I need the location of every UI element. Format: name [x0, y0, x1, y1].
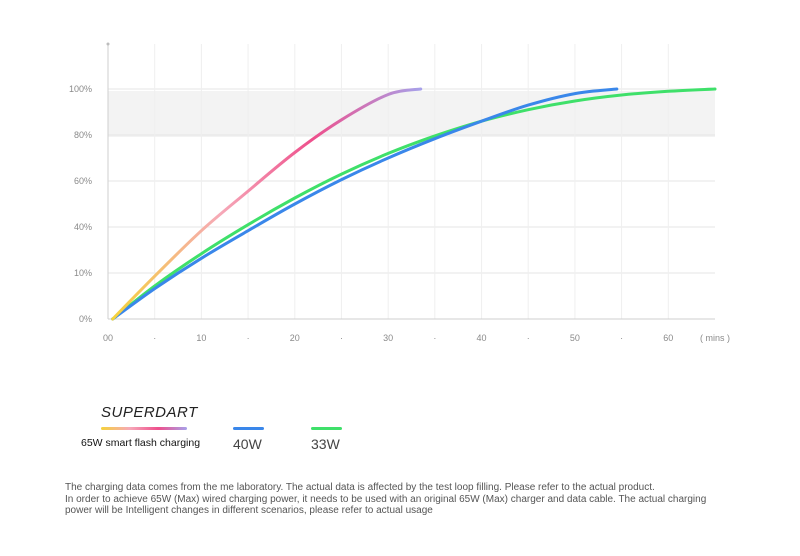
x-tick-label: ( mins )	[700, 333, 730, 343]
x-tick-label: 50	[570, 333, 580, 343]
y-tick-label: 100%	[69, 84, 92, 94]
x-tick-label: ·	[153, 333, 156, 343]
footnote-line-1: The charging data comes from the me labo…	[65, 482, 655, 493]
y-tick-label: 0%	[79, 314, 92, 324]
legend-label-65w: 65W smart flash charging	[81, 437, 201, 449]
legend-label-33w: 33W	[311, 436, 340, 452]
y-tick-label: 40%	[74, 222, 92, 232]
x-tick-label: 40	[477, 333, 487, 343]
legend-swatch-40w	[233, 427, 264, 430]
footnote: The charging data comes from the me labo…	[65, 482, 735, 517]
superdart-logo-text: SUPERDART	[101, 404, 198, 421]
x-tick-label: ·	[620, 333, 623, 343]
grid-lines	[108, 44, 715, 319]
y-tick-label: 80%	[74, 130, 92, 140]
series-line-65w	[111, 87, 423, 321]
x-tick-label: ·	[433, 333, 436, 343]
y-tick-label: 60%	[74, 176, 92, 186]
legend-label-40w: 40W	[233, 436, 262, 452]
x-tick-label: 00	[103, 333, 113, 343]
x-tick-label: ·	[247, 333, 250, 343]
y-axis-arrow-dot	[106, 42, 110, 46]
series-lines	[111, 87, 717, 321]
y-tick-label: 10%	[74, 268, 92, 278]
series-line-33w	[111, 87, 717, 321]
superdart-logo: SUPERDART	[101, 404, 198, 421]
x-tick-label: 60	[663, 333, 673, 343]
x-tick-label: 20	[290, 333, 300, 343]
legend-swatch-65w	[101, 427, 187, 430]
x-tick-label: ·	[340, 333, 343, 343]
x-tick-label: 30	[383, 333, 393, 343]
y-tick-labels: 0% 10% 40% 60% 80% 100%	[69, 84, 92, 324]
legend-swatch-33w	[311, 427, 342, 430]
footnote-line-2: In order to achieve 65W (Max) wired char…	[65, 493, 707, 517]
x-tick-label: 10	[196, 333, 206, 343]
charging-chart: 0% 10% 40% 60% 80% 100% 00 · 10 · 20 · 30 · 40 · 50 · 60 (…	[69, 42, 730, 343]
x-tick-label: ·	[527, 333, 530, 343]
plot-band-upper	[108, 91, 715, 137]
series-line-40w	[111, 87, 619, 321]
x-tick-labels: 00 · 10 · 20 · 30 · 40 · 50 · 60 ( mins )	[103, 333, 730, 343]
